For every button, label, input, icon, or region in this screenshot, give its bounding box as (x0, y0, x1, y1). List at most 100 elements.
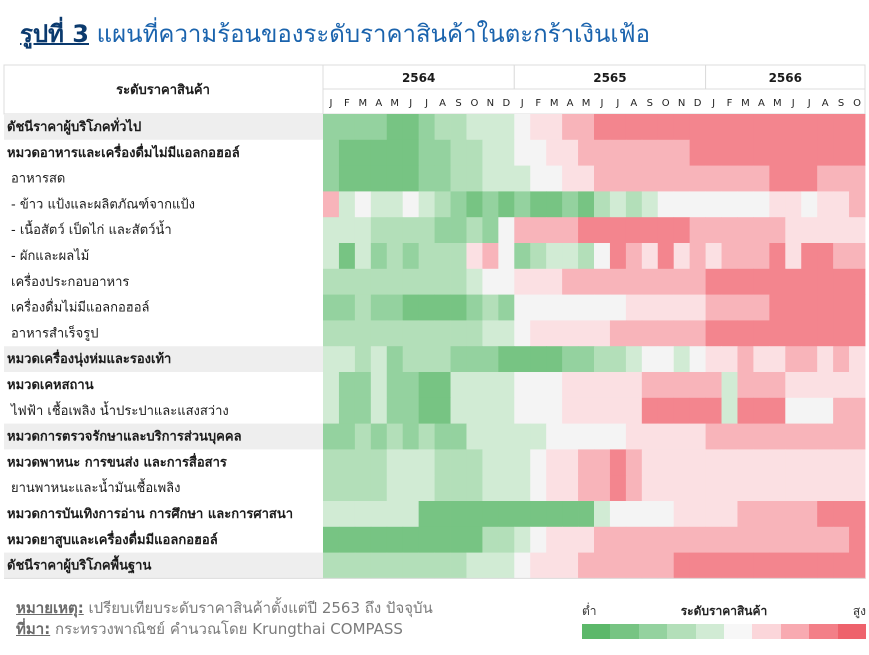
heatmap-cell (817, 475, 834, 502)
row-label: หมวดอาหารและเครื่องดื่มไม่มีแอลกอฮอล์ (7, 143, 240, 161)
heatmap-cell (689, 268, 706, 295)
heatmap-cell (546, 191, 563, 218)
row-label: หมวดพาหนะ การขนส่ง และการสื่อสาร (7, 452, 227, 470)
heatmap-cell (482, 552, 499, 579)
heatmap-cell (466, 475, 483, 502)
heatmap-cell (323, 165, 340, 192)
heatmap-cell (514, 243, 531, 270)
heatmap-cell (785, 501, 802, 528)
heatmap-cell (817, 191, 834, 218)
heatmap-cell (578, 372, 595, 399)
heatmap-cell (689, 114, 706, 141)
heatmap-cell (498, 268, 515, 295)
heatmap-cell (450, 139, 467, 166)
row-label: เครื่องดื่มไม่มีแอลกอฮอล์ (11, 299, 150, 316)
heatmap-cell (641, 397, 659, 424)
heatmap-cell (657, 526, 675, 553)
heatmap-cell (578, 346, 595, 373)
heatmap-cell (418, 165, 435, 192)
heatmap-cell (641, 423, 659, 450)
heatmap-cell (370, 243, 388, 270)
heatmap-cell (609, 268, 627, 295)
footer: หมายเหตุ: เปรียบเทียบระดับราคาสินค้าตั้ง… (16, 598, 433, 640)
heatmap-cell (434, 243, 451, 270)
source-label: ที่มา: (16, 620, 51, 638)
heatmap-cell (833, 397, 850, 424)
heatmap-cell (578, 526, 595, 553)
heatmap-cell (785, 372, 802, 399)
heatmap-cell (769, 346, 786, 373)
heatmap-cell (418, 372, 435, 399)
heatmap-cell (673, 346, 691, 373)
heatmap-cell (817, 243, 834, 270)
figure-title-text: แผนที่ความร้อนของระดับราคาสินค้าในตะกร้า… (96, 20, 650, 48)
heatmap-cell (785, 449, 802, 476)
heatmap-cell (769, 191, 786, 218)
heatmap-cell (609, 346, 627, 373)
heatmap-cell (434, 423, 451, 450)
heatmap-cell (817, 423, 834, 450)
row-label: หมวดการบันเทิงการอ่าน การศึกษา และการศาส… (7, 506, 293, 522)
heatmap-cell (594, 423, 611, 450)
heatmap-cell (402, 114, 420, 141)
heatmap-cell (594, 294, 611, 321)
heatmap-cell (514, 139, 531, 166)
heatmap-cell (801, 139, 818, 166)
heatmap-cell (721, 243, 738, 270)
heatmap-cell (594, 165, 611, 192)
heatmap-cell (721, 139, 738, 166)
heatmap-cell (641, 294, 659, 321)
heatmap-cell (514, 423, 531, 450)
month-letter: S (455, 98, 461, 109)
heatmap-cell (817, 397, 834, 424)
heatmap-cell (705, 346, 722, 373)
heatmap-cell (689, 372, 706, 399)
heatmap-cell (657, 501, 675, 528)
heatmap-cell (833, 526, 850, 553)
row-label: ดัชนีราคาผู้บริโภคทั่วไป (7, 117, 141, 135)
heatmap-cell (801, 114, 818, 141)
heatmap-cell (753, 526, 770, 553)
heatmap-cell (721, 475, 738, 502)
heatmap-cell (705, 475, 722, 502)
heatmap-cell (833, 449, 850, 476)
heatmap-cell (609, 449, 627, 476)
heatmap-cell (753, 346, 770, 373)
heatmap-cell (673, 217, 691, 244)
heatmap-cell (737, 165, 754, 192)
heatmap-cell (705, 294, 722, 321)
heatmap-cell (402, 165, 420, 192)
heatmap-cell (721, 114, 738, 141)
heatmap-cell (450, 501, 467, 528)
heatmap-cell (641, 501, 659, 528)
heatmap-cell (849, 243, 866, 270)
heatmap-cell (434, 449, 451, 476)
month-letter: J (599, 98, 603, 109)
heatmap-cell (673, 165, 691, 192)
heatmap-cell (370, 114, 388, 141)
heatmap-cell (546, 449, 563, 476)
heatmap-cell (386, 243, 404, 270)
heatmap-cell (386, 294, 404, 321)
legend-swatch (667, 624, 696, 639)
row-label: หมวดยาสูบและเครื่องดื่มมีแอลกอฮอล์ (7, 530, 218, 548)
heatmap-cell (482, 114, 499, 141)
heatmap-cell (482, 397, 499, 424)
heatmap-cell (801, 268, 818, 295)
heatmap-cell (323, 526, 340, 553)
heatmap-cell (386, 165, 404, 192)
heatmap-cell (514, 165, 531, 192)
heatmap-cell (753, 139, 770, 166)
heatmap-cell (769, 217, 786, 244)
heatmap-cell (737, 475, 754, 502)
heatmap-cell (450, 449, 467, 476)
heatmap-cell (833, 217, 850, 244)
heatmap-cell (753, 294, 770, 321)
heatmap-cell (641, 243, 659, 270)
heatmap-cell (737, 320, 754, 347)
heatmap-cell (370, 423, 388, 450)
heatmap-cell (434, 501, 451, 528)
heatmap-cell (689, 475, 706, 502)
month-letter: M (741, 98, 750, 109)
heatmap-cell (769, 320, 786, 347)
